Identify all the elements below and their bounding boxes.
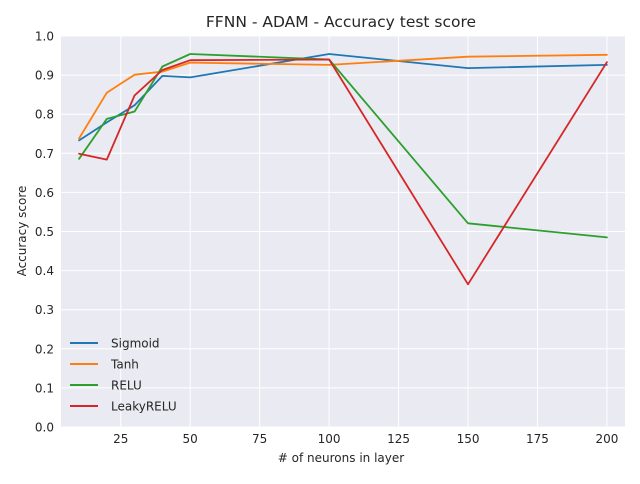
y-tick-label: 0.6 xyxy=(35,186,54,200)
y-tick-label: 0.0 xyxy=(35,421,54,435)
y-tick-label: 0.5 xyxy=(35,225,54,239)
x-tick-label: 150 xyxy=(457,432,480,446)
x-tick-label: 200 xyxy=(595,432,618,446)
x-axis-label: # of neurons in layer xyxy=(278,451,404,465)
grid xyxy=(61,35,625,428)
x-tick-label: 50 xyxy=(183,432,198,446)
legend-label-sigmoid: Sigmoid xyxy=(111,337,160,351)
legend-label-tanh: Tanh xyxy=(110,358,139,372)
y-tick-label: 0.3 xyxy=(35,303,54,317)
x-tick-label: 125 xyxy=(387,432,410,446)
y-tick-label: 0.4 xyxy=(35,264,54,278)
x-tick-label: 75 xyxy=(252,432,267,446)
y-tick-label: 1.0 xyxy=(35,30,54,44)
y-tick-label: 0.2 xyxy=(35,342,54,356)
series-line-sigmoid xyxy=(78,53,608,142)
y-tick-label: 0.9 xyxy=(35,69,54,83)
legend-label-relu: RELU xyxy=(111,379,142,393)
series-line-leakyrelu xyxy=(78,58,608,286)
y-tick-label: 0.1 xyxy=(35,381,54,395)
series-lines xyxy=(78,53,608,286)
chart-title: FFNN - ADAM - Accuracy test score xyxy=(206,13,476,31)
y-tick-label: 0.8 xyxy=(35,108,54,122)
x-tick-label: 100 xyxy=(318,432,341,446)
y-tick-labels: 0.0 0.1 0.2 0.3 0.4 0.5 0.6 0.7 0.8 0.9 1.0 xyxy=(35,30,54,435)
y-tick-label: 0.7 xyxy=(35,147,54,161)
series-line-tanh xyxy=(78,53,608,140)
y-axis-label: Accuracy score xyxy=(15,186,29,277)
x-tick-label: 25 xyxy=(113,432,128,446)
series-line-relu xyxy=(78,53,608,239)
legend: Sigmoid Tanh RELU LeakyRELU xyxy=(70,337,177,414)
x-tick-label: 175 xyxy=(526,432,549,446)
x-tick-labels: 25 50 75 100 125 150 175 200 xyxy=(113,432,618,446)
legend-label-leakyrelu: LeakyRELU xyxy=(111,400,177,414)
